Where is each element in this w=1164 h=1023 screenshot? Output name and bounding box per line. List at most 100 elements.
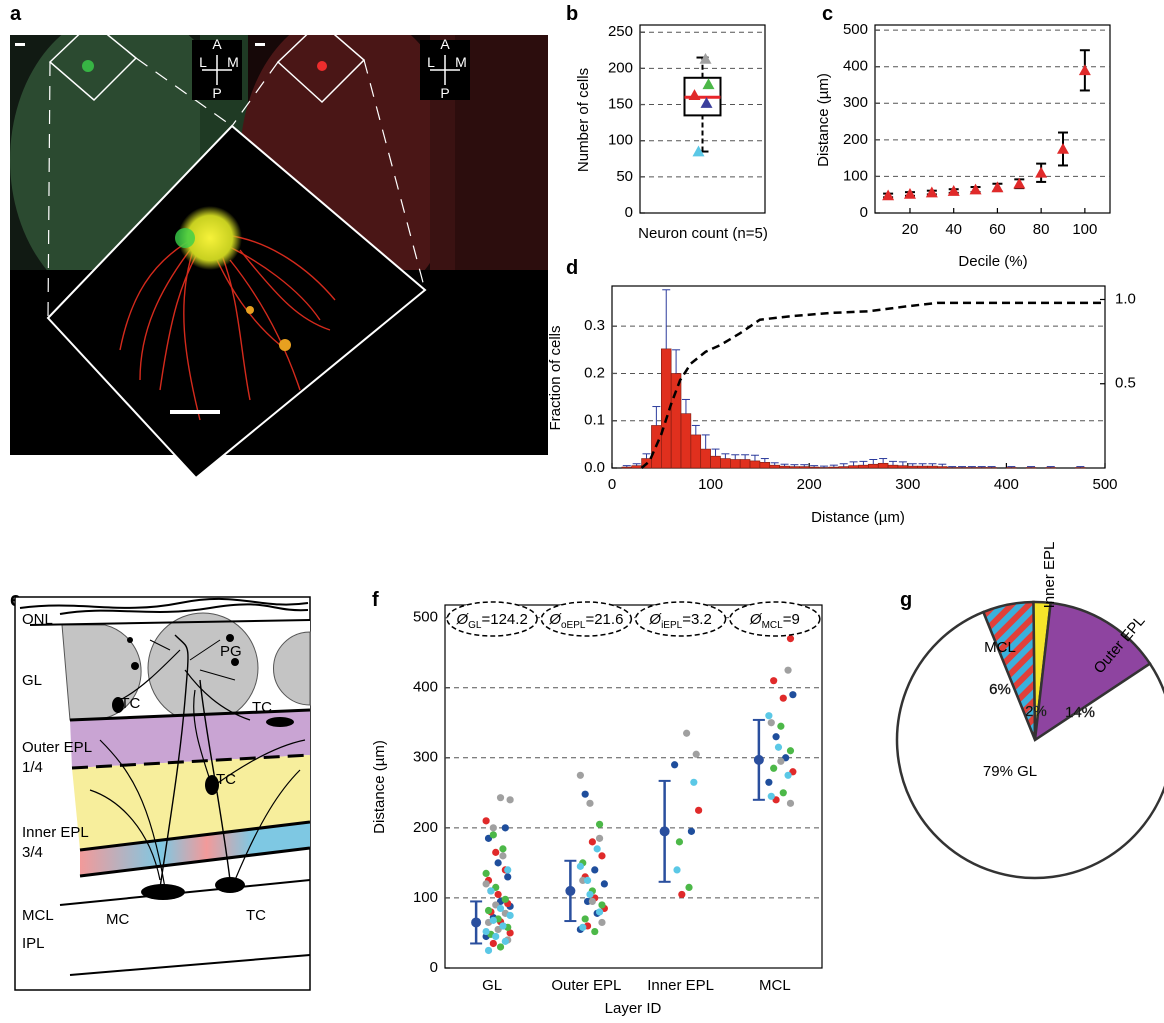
data-point bbox=[591, 928, 598, 935]
figure: a b c d e f g A L M P A L M P bbox=[0, 0, 1164, 1023]
x-axis-title: Neuron count (n=5) bbox=[638, 225, 768, 242]
data-point bbox=[485, 907, 492, 914]
data-point bbox=[490, 831, 497, 838]
panel-label: a bbox=[10, 3, 22, 25]
layer-label: 3/4 bbox=[22, 844, 43, 861]
histogram-bar bbox=[701, 449, 711, 468]
x-tick-label: Inner EPL bbox=[647, 977, 714, 994]
y-tick-label: 0.0 bbox=[584, 459, 605, 476]
layer-label: MCL bbox=[22, 907, 54, 924]
compass-label: P bbox=[212, 85, 221, 101]
panel-label: c bbox=[822, 3, 833, 25]
value-label: 14% bbox=[1065, 704, 1095, 721]
histogram-bar bbox=[720, 459, 730, 468]
y-axis-title: Number of cells bbox=[575, 68, 592, 172]
y-tick-label: 0.1 bbox=[584, 412, 605, 429]
value-label: 2% bbox=[1025, 703, 1047, 720]
data-point bbox=[483, 817, 490, 824]
data-point bbox=[596, 835, 603, 842]
data-point bbox=[598, 919, 605, 926]
page: a b c d e f g A L M P A L M P bbox=[0, 0, 1164, 1023]
data-point bbox=[507, 912, 514, 919]
data-point bbox=[673, 866, 680, 873]
data-point bbox=[507, 796, 514, 803]
cell-label: eTC bbox=[112, 695, 141, 712]
x-tick-label: MCL bbox=[759, 977, 791, 994]
y-axis-title: Distance (µm) bbox=[371, 740, 388, 834]
data-point bbox=[948, 185, 960, 196]
data-point bbox=[926, 187, 938, 198]
data-point bbox=[784, 772, 791, 779]
histogram-bar bbox=[632, 466, 642, 468]
y-tick-label: 0.2 bbox=[584, 364, 605, 381]
data-point bbox=[601, 880, 608, 887]
mean-point bbox=[754, 755, 764, 765]
data-point bbox=[495, 859, 502, 866]
y-tick-label: 0 bbox=[430, 959, 438, 976]
x-tick-label: 400 bbox=[994, 476, 1019, 493]
data-point bbox=[772, 733, 779, 740]
y-tick-label: 100 bbox=[843, 167, 868, 184]
data-point bbox=[695, 807, 702, 814]
histogram-bar bbox=[740, 459, 750, 468]
data-point bbox=[904, 188, 916, 199]
cell-label: TC bbox=[246, 907, 266, 924]
y-tick-label: 150 bbox=[608, 96, 633, 113]
compass-label: A bbox=[440, 36, 450, 52]
cell-label: TC bbox=[252, 699, 272, 716]
plot-frame bbox=[445, 605, 822, 968]
data-point bbox=[970, 184, 982, 195]
histogram-bar bbox=[868, 464, 878, 468]
x-tick-label: 100 bbox=[698, 476, 723, 493]
histogram-bar bbox=[730, 459, 740, 468]
y-tick-label: 50 bbox=[616, 168, 633, 185]
data-point bbox=[586, 800, 593, 807]
cumulative-line bbox=[642, 303, 1105, 468]
data-point bbox=[784, 667, 791, 674]
y2-tick-label: 1.0 bbox=[1115, 290, 1136, 307]
y-tick-label: 400 bbox=[843, 58, 868, 75]
x-tick-label: Outer EPL bbox=[551, 977, 621, 994]
data-point bbox=[777, 758, 784, 765]
layer-diagram: ONL GL PG eTC TC Outer EPL 1/4 Inner EPL… bbox=[15, 597, 310, 990]
data-point bbox=[770, 677, 777, 684]
histogram-bar bbox=[760, 462, 770, 468]
histogram-bar bbox=[691, 435, 701, 468]
y-tick-label: 0 bbox=[625, 204, 633, 221]
data-point bbox=[787, 747, 794, 754]
x-tick-label: 20 bbox=[902, 221, 919, 238]
data-point bbox=[768, 719, 775, 726]
data-point bbox=[780, 789, 787, 796]
data-point bbox=[768, 793, 775, 800]
y-tick-label: 200 bbox=[843, 131, 868, 148]
layer-label: GL bbox=[22, 672, 42, 689]
data-point bbox=[504, 866, 511, 873]
panel-label: d bbox=[566, 257, 578, 279]
compass-label: M bbox=[227, 54, 239, 70]
data-point bbox=[777, 723, 784, 730]
x-tick-label: 100 bbox=[1072, 221, 1097, 238]
cell-label: TC bbox=[216, 771, 236, 788]
y-tick-label: 0.3 bbox=[584, 317, 605, 334]
y-tick-label: 200 bbox=[608, 59, 633, 76]
compass-label: A bbox=[212, 36, 222, 52]
compass-label: L bbox=[199, 54, 207, 70]
histogram-bar bbox=[770, 465, 780, 468]
compass-label: M bbox=[455, 54, 467, 70]
annotation-subscript: GL bbox=[468, 620, 482, 631]
y-tick-label: 100 bbox=[413, 889, 438, 906]
histogram-bar bbox=[937, 467, 947, 468]
panel-label: g bbox=[900, 589, 912, 611]
histogram-bar bbox=[898, 466, 908, 468]
layer-label: 1/4 bbox=[22, 759, 43, 776]
data-point bbox=[882, 189, 894, 200]
data-point bbox=[499, 845, 506, 852]
x-axis-title: Decile (%) bbox=[958, 253, 1027, 270]
data-point bbox=[577, 772, 584, 779]
data-point bbox=[688, 828, 695, 835]
histogram-bar bbox=[888, 465, 898, 468]
x-tick-label: 40 bbox=[945, 221, 962, 238]
histogram-bar bbox=[780, 466, 790, 468]
histogram-bar bbox=[681, 414, 691, 468]
data-point bbox=[495, 891, 502, 898]
